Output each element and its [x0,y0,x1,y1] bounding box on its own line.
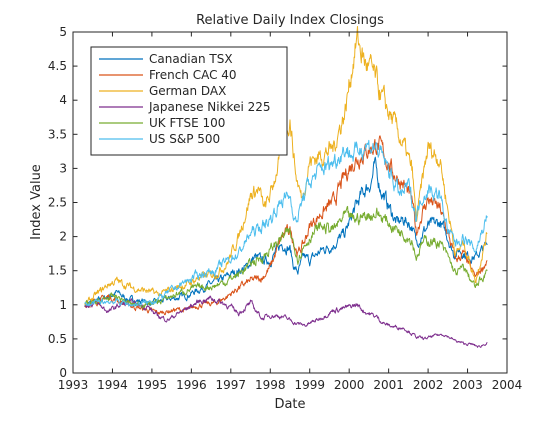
legend-label-french-cac-40: French CAC 40 [149,68,237,82]
x-tick-label: 1993 [58,378,89,392]
legend-label-us-s-p-500: US S&P 500 [149,132,220,146]
x-tick-label: 2004 [492,378,523,392]
y-tick-label: 1 [59,298,67,312]
legend-label-german-dax: German DAX [149,84,226,98]
legend: Canadian TSX French CAC 40 German DAX Japan… [90,46,288,156]
y-tick-label: 3.5 [48,127,67,141]
x-tick-label: 2001 [373,378,404,392]
chart-title: Relative Daily Index Closings [196,13,384,28]
series-line-us-s-p-500 [84,139,488,307]
legend-label-uk-ftse-100: UK FTSE 100 [149,116,225,130]
x-tick-label: 1999 [294,378,325,392]
series-line-uk-ftse-100 [84,205,488,309]
legend-label-japanese-nikkei-225: Japanese Nikkei 225 [148,100,271,114]
x-tick-label: 2000 [334,378,365,392]
series-line-japanese-nikkei-225 [84,295,488,348]
x-tick-label: 2002 [413,378,444,392]
x-tick-label: 1994 [97,378,128,392]
y-tick-label: 0 [59,366,67,380]
y-tick-label: 0.5 [48,332,67,346]
x-tick-label: 1997 [216,378,247,392]
y-tick-label: 3 [59,161,67,175]
ticks-group: 1993 1994 1995 1996 1997 1998 1999 2000 2001 2002… [48,25,522,392]
y-tick-label: 1.5 [48,264,67,278]
y-tick-label: 5 [59,25,67,39]
series-line-french-cac-40 [84,135,488,316]
y-tick-label: 2 [59,230,67,244]
x-axis-label: Date [274,397,305,412]
y-tick-label: 4.5 [48,59,67,73]
x-tick-label: 1995 [137,378,168,392]
y-axis-label: Index Value [29,164,44,240]
y-tick-label: 4 [59,93,67,107]
legend-label-canadian-tsx: Canadian TSX [149,52,233,66]
legend-box [90,46,288,156]
x-tick-label: 1996 [176,378,207,392]
x-tick-label: 1998 [255,378,286,392]
y-tick-label: 2.5 [48,196,67,210]
x-tick-label: 2003 [452,378,483,392]
